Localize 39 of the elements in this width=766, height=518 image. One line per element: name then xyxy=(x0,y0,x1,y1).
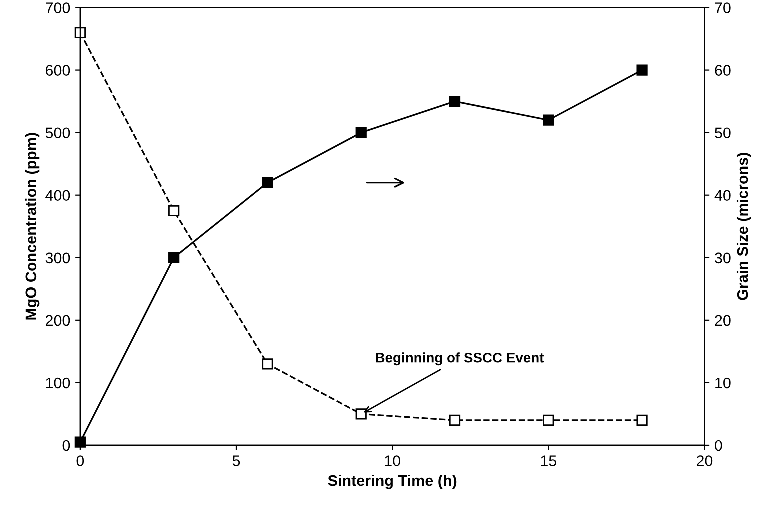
y2-tick-label: 10 xyxy=(716,378,731,389)
y-tick-label: 500 xyxy=(46,128,70,139)
y2-axis-title: Grain Size (microns) xyxy=(736,153,752,300)
y2-tick-label: 60 xyxy=(715,65,731,76)
point xyxy=(636,64,648,76)
y2-tick-label: 40 xyxy=(714,190,731,202)
x-tick-label: 10 xyxy=(385,456,400,466)
point xyxy=(168,205,180,217)
y-tick-label: 600 xyxy=(46,65,70,76)
y-tick-label: 300 xyxy=(46,252,70,264)
point xyxy=(74,27,86,38)
point xyxy=(449,414,461,426)
y-tick-label: 100 xyxy=(46,378,70,389)
point xyxy=(356,408,367,420)
point xyxy=(636,414,648,426)
y-tick-label: 200 xyxy=(46,315,70,326)
x-tick-label: 20 xyxy=(696,456,713,466)
point xyxy=(356,127,367,138)
point xyxy=(262,358,274,370)
annotation: Beginning of SSCC Event xyxy=(376,352,544,366)
x-tick-label: 0 xyxy=(76,456,84,466)
y-tick-label: 700 xyxy=(46,2,70,14)
y2-tick-label: 0 xyxy=(715,440,722,452)
point xyxy=(449,96,461,108)
y2-tick-label: 70 xyxy=(715,2,731,14)
point xyxy=(168,252,180,264)
y-tick-label: 400 xyxy=(46,190,70,202)
x-tick-label: 15 xyxy=(541,456,557,466)
x-tick-label: 5 xyxy=(232,456,240,466)
point xyxy=(543,114,554,126)
y2-tick-label: 20 xyxy=(715,315,731,326)
x-axis-title: Sintering Time (h) xyxy=(328,475,457,490)
y2-tick-label: 50 xyxy=(715,128,731,139)
y-tick-label: 0 xyxy=(62,440,70,452)
point xyxy=(543,414,554,426)
y-axis-title: MgO Concentration (ppm) xyxy=(25,133,40,320)
point xyxy=(262,177,274,188)
y2-tick-label: 30 xyxy=(715,252,731,264)
point xyxy=(74,436,86,448)
